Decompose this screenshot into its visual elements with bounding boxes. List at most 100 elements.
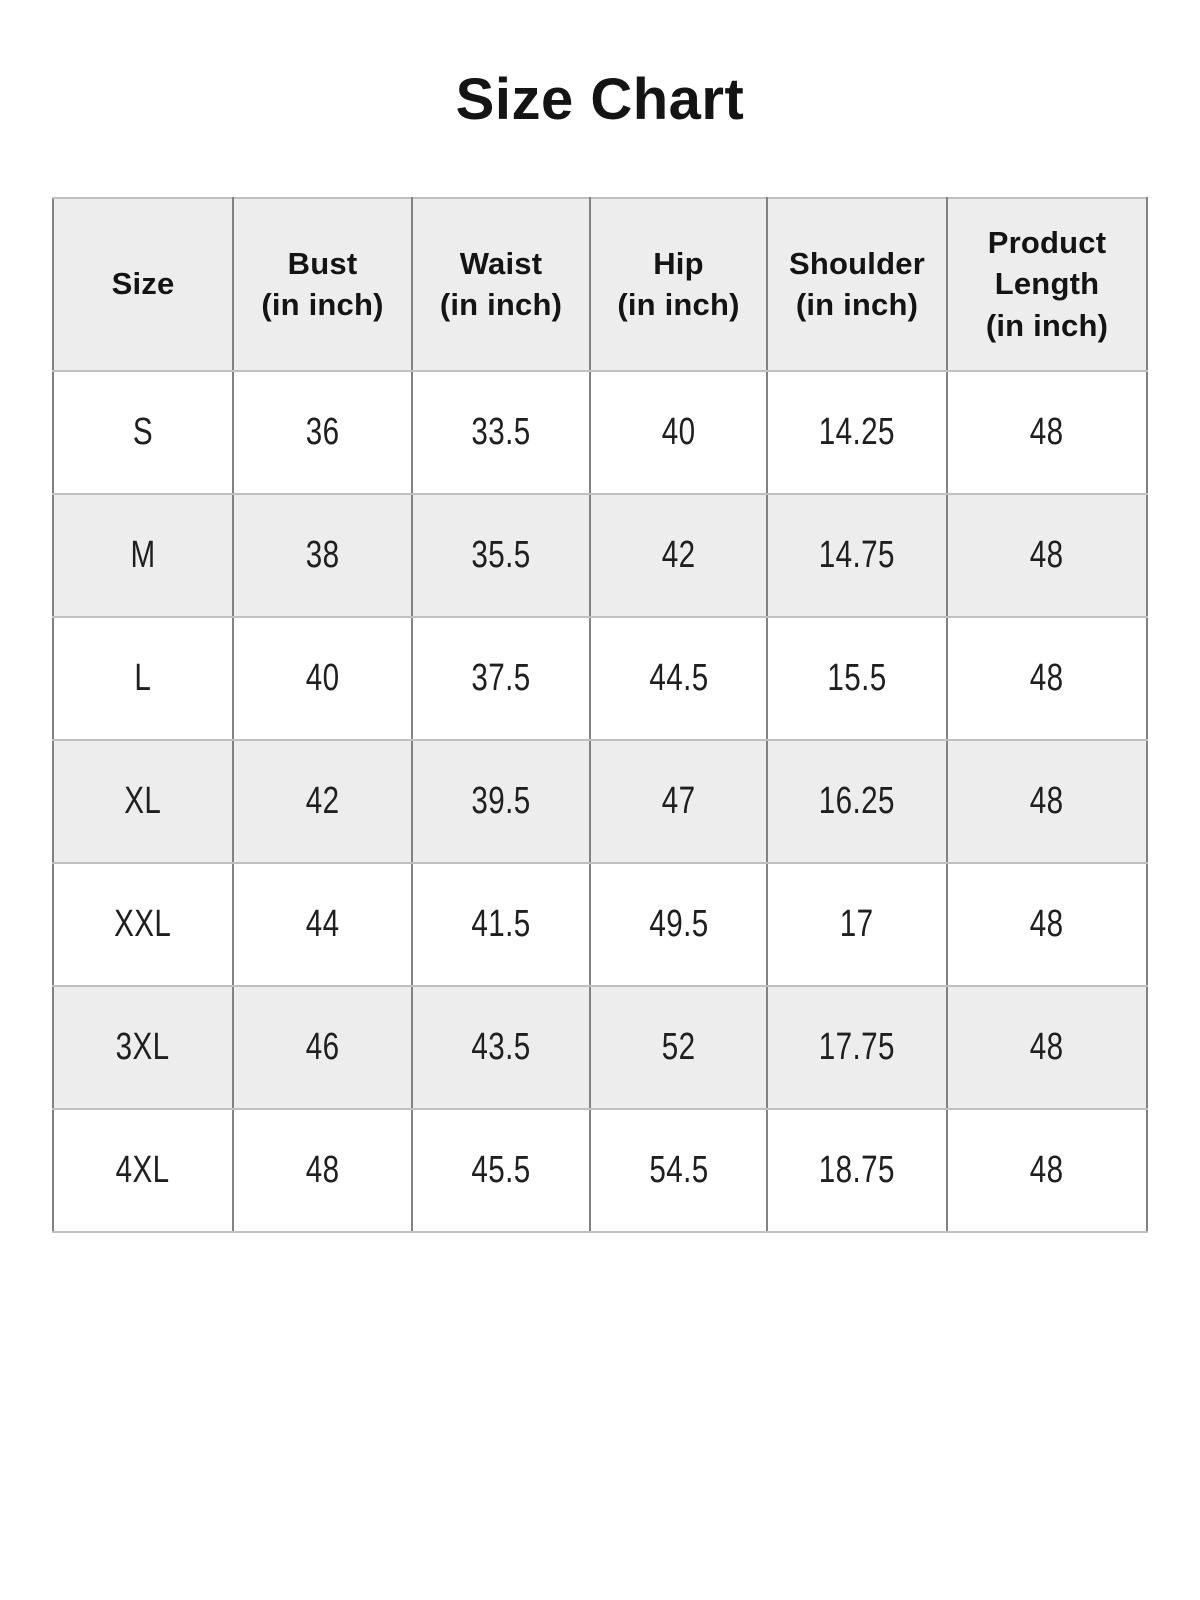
hip-cell: 52 <box>589 984 768 1110</box>
product-length-cell: 48 <box>946 369 1148 495</box>
product-length-cell: 48 <box>946 1107 1148 1233</box>
product-length-value: 48 <box>1030 656 1064 699</box>
hip-cell: 49.5 <box>589 861 768 987</box>
bust-cell: 40 <box>232 615 413 741</box>
size-value: S <box>132 410 154 453</box>
product-length-value: 48 <box>1030 533 1064 576</box>
shoulder-cell: 16.25 <box>766 738 948 864</box>
shoulder-cell: 15.5 <box>766 615 948 741</box>
size-value: XL <box>124 779 162 822</box>
shoulder-cell: 14.75 <box>766 492 948 618</box>
product-length-cell: 48 <box>946 861 1148 987</box>
shoulder-value: 18.75 <box>818 1148 896 1191</box>
product-length-value: 48 <box>1030 779 1064 822</box>
shoulder-value: 16.25 <box>818 779 896 822</box>
header-cell-waist: Waist (in inch) <box>411 196 591 372</box>
shoulder-value: 17.75 <box>818 1025 896 1068</box>
bust-cell: 36 <box>232 369 413 495</box>
bust-value: 38 <box>305 533 340 576</box>
table-row-3xl: 3XL 46 43.5 52 17.75 48 <box>52 984 1148 1110</box>
product-length-value: 48 <box>1030 902 1064 945</box>
waist-cell: 43.5 <box>411 984 591 1110</box>
size-cell: 3XL <box>52 984 234 1110</box>
header-cell-size: Size <box>52 196 234 372</box>
shoulder-cell: 18.75 <box>766 1107 948 1233</box>
size-value: M <box>130 533 156 576</box>
hip-value: 40 <box>661 410 696 453</box>
header-cell-hip: Hip (in inch) <box>589 196 768 372</box>
header-unit: (in inch) <box>795 287 919 323</box>
hip-value: 47 <box>661 779 696 822</box>
header-cell-bust: Bust (in inch) <box>232 196 413 372</box>
shoulder-cell: 14.25 <box>766 369 948 495</box>
waist-cell: 39.5 <box>411 738 591 864</box>
bust-cell: 48 <box>232 1107 413 1233</box>
waist-value: 37.5 <box>471 656 531 699</box>
hip-value: 54.5 <box>648 1148 709 1191</box>
page-title: Size Chart <box>455 67 745 132</box>
bust-cell: 42 <box>232 738 413 864</box>
size-value: 4XL <box>116 1148 170 1191</box>
waist-value: 33.5 <box>471 410 531 453</box>
table-body: S 36 33.5 40 14.25 48 M 38 35.5 42 14.75… <box>52 369 1148 1233</box>
table-row-s: S 36 33.5 40 14.25 48 <box>52 369 1148 495</box>
product-length-value: 48 <box>1030 1025 1064 1068</box>
bust-cell: 46 <box>232 984 413 1110</box>
header-label: Bust <box>287 245 358 281</box>
bust-value: 48 <box>305 1148 340 1191</box>
header-unit: (in inch) <box>439 287 563 323</box>
waist-cell: 33.5 <box>411 369 591 495</box>
hip-cell: 54.5 <box>589 1107 768 1233</box>
header-unit: (in inch) <box>617 287 740 323</box>
bust-value: 40 <box>305 656 340 699</box>
waist-cell: 37.5 <box>411 615 591 741</box>
size-cell: M <box>52 492 234 618</box>
waist-value: 35.5 <box>471 533 531 576</box>
hip-cell: 42 <box>589 492 768 618</box>
shoulder-value: 15.5 <box>827 656 887 699</box>
bust-value: 44 <box>305 902 340 945</box>
shoulder-value: 14.75 <box>818 533 896 576</box>
size-cell: XL <box>52 738 234 864</box>
hip-value: 52 <box>661 1025 696 1068</box>
waist-value: 39.5 <box>471 779 531 822</box>
bust-value: 42 <box>305 779 340 822</box>
size-cell: S <box>52 369 234 495</box>
header-cell-shoulder: Shoulder (in inch) <box>766 196 948 372</box>
size-value: L <box>134 656 152 699</box>
bust-cell: 44 <box>232 861 413 987</box>
hip-value: 44.5 <box>648 656 709 699</box>
size-value: XXL <box>114 902 172 945</box>
table-header: Size Bust (in inch) Waist (in inch) Hip … <box>52 196 1148 372</box>
waist-value: 45.5 <box>471 1148 531 1191</box>
bust-cell: 38 <box>232 492 413 618</box>
product-length-value: 48 <box>1030 1148 1064 1191</box>
size-value: 3XL <box>116 1025 170 1068</box>
waist-cell: 45.5 <box>411 1107 591 1233</box>
table-row-m: M 38 35.5 42 14.75 48 <box>52 492 1148 618</box>
hip-cell: 44.5 <box>589 615 768 741</box>
header-unit: (in inch) <box>985 308 1109 344</box>
header-cell-product-length: Product Length (in inch) <box>946 196 1148 372</box>
table-row-xxl: XXL 44 41.5 49.5 17 48 <box>52 861 1148 987</box>
size-chart-table: Size Bust (in inch) Waist (in inch) Hip … <box>52 196 1148 1233</box>
waist-value: 41.5 <box>471 902 531 945</box>
header-label: Product Length <box>987 224 1107 302</box>
header-label: Waist <box>459 245 543 281</box>
table-row-l: L 40 37.5 44.5 15.5 48 <box>52 615 1148 741</box>
hip-value: 42 <box>661 533 696 576</box>
shoulder-value: 17 <box>840 902 874 945</box>
table-row-4xl: 4XL 48 45.5 54.5 18.75 48 <box>52 1107 1148 1233</box>
table-row-xl: XL 42 39.5 47 16.25 48 <box>52 738 1148 864</box>
hip-cell: 47 <box>589 738 768 864</box>
header-label: Shoulder <box>789 245 925 281</box>
product-length-cell: 48 <box>946 615 1148 741</box>
bust-value: 36 <box>305 410 340 453</box>
waist-value: 43.5 <box>471 1025 531 1068</box>
header-label: Size <box>111 266 175 302</box>
header-unit: (in inch) <box>261 287 384 323</box>
shoulder-cell: 17 <box>766 861 948 987</box>
product-length-cell: 48 <box>946 984 1148 1110</box>
hip-cell: 40 <box>589 369 768 495</box>
